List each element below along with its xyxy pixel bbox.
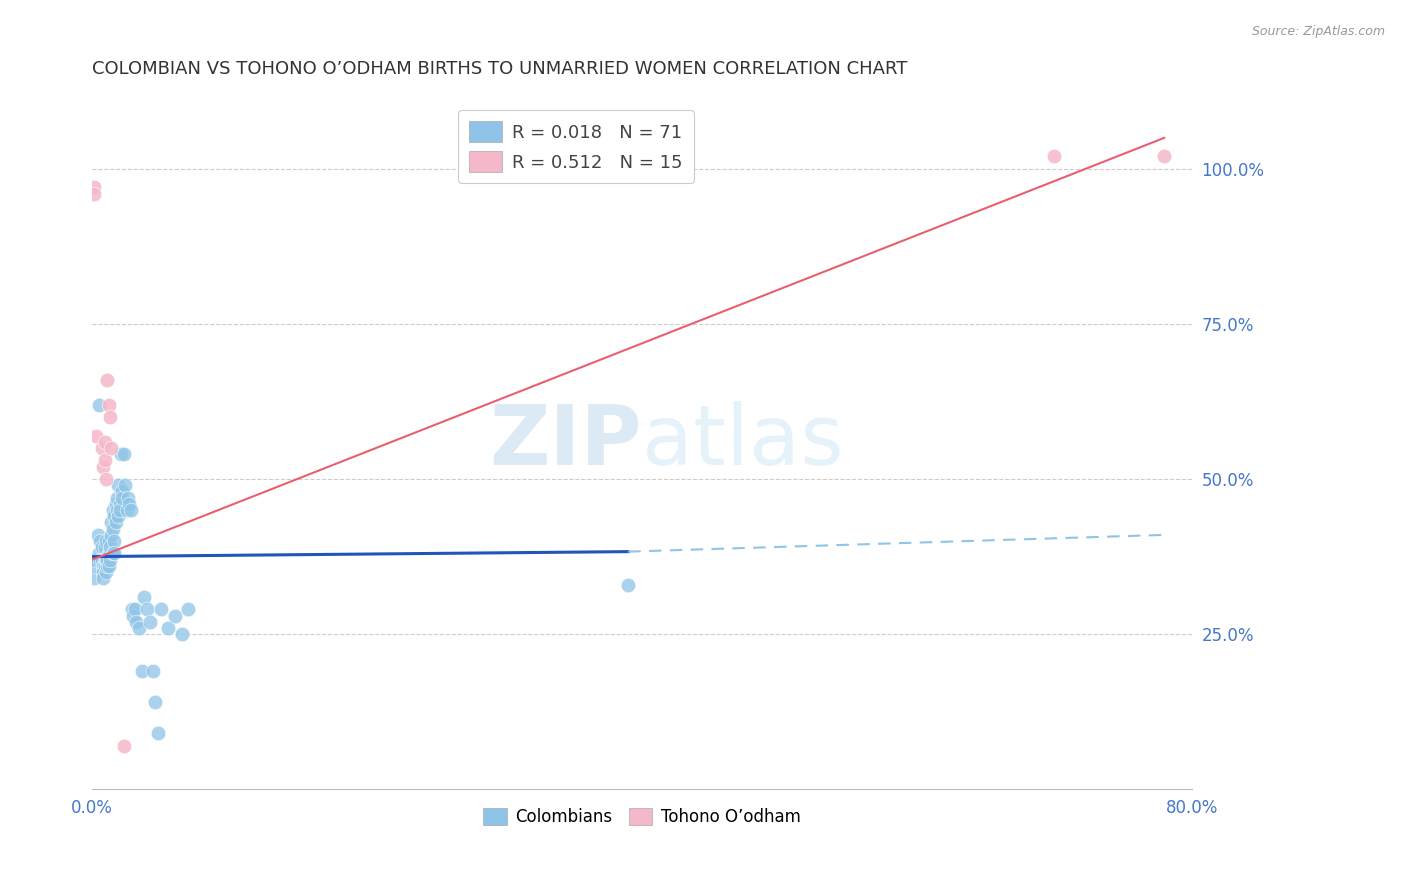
Point <box>84 558 107 573</box>
Point <box>86 528 108 542</box>
Point <box>134 590 156 604</box>
Point <box>100 516 122 530</box>
Point <box>107 478 129 492</box>
Point <box>128 621 150 635</box>
Point <box>111 484 134 499</box>
Point <box>177 602 200 616</box>
Point <box>115 503 138 517</box>
Point <box>90 541 112 555</box>
Point <box>98 552 121 566</box>
Point <box>94 472 117 486</box>
Point <box>100 528 122 542</box>
Point <box>108 503 131 517</box>
Point <box>105 503 128 517</box>
Point <box>131 665 153 679</box>
Point <box>93 558 115 573</box>
Point <box>89 552 111 566</box>
Point <box>98 410 121 425</box>
Point <box>124 602 146 616</box>
Point <box>1043 149 1066 163</box>
Point <box>142 665 165 679</box>
Point <box>103 534 125 549</box>
Point <box>121 602 143 616</box>
Point <box>93 434 115 449</box>
Point <box>125 615 148 629</box>
Point <box>97 558 120 573</box>
Point <box>111 491 134 505</box>
Point <box>108 497 131 511</box>
Point <box>96 552 118 566</box>
Point <box>101 547 124 561</box>
Point <box>93 541 115 555</box>
Point <box>107 509 129 524</box>
Point <box>103 509 125 524</box>
Point <box>1153 149 1175 163</box>
Text: ZIP: ZIP <box>489 401 643 483</box>
Point <box>97 398 120 412</box>
Point <box>84 552 107 566</box>
Point <box>104 497 127 511</box>
Point <box>83 180 105 194</box>
Point <box>112 739 135 753</box>
Point <box>122 608 145 623</box>
Point <box>89 534 111 549</box>
Point <box>97 534 120 549</box>
Point <box>101 522 124 536</box>
Point <box>83 552 105 566</box>
Point <box>139 615 162 629</box>
Point <box>105 491 128 505</box>
Point <box>90 552 112 566</box>
Point <box>156 621 179 635</box>
Point <box>110 447 132 461</box>
Point <box>83 571 105 585</box>
Point <box>96 373 118 387</box>
Point <box>163 608 186 623</box>
Point <box>91 571 114 585</box>
Point <box>91 459 114 474</box>
Point <box>100 441 122 455</box>
Point <box>87 547 110 561</box>
Point <box>98 547 121 561</box>
Point <box>91 565 114 579</box>
Point <box>84 428 107 442</box>
Point <box>617 577 640 591</box>
Point <box>104 516 127 530</box>
Point <box>101 503 124 517</box>
Point <box>118 497 141 511</box>
Point <box>97 547 120 561</box>
Text: atlas: atlas <box>643 401 844 483</box>
Point <box>94 565 117 579</box>
Point <box>117 491 139 505</box>
Point <box>91 558 114 573</box>
Point <box>83 186 105 201</box>
Legend: Colombians, Tohono O’odham: Colombians, Tohono O’odham <box>477 802 807 833</box>
Point <box>103 547 125 561</box>
Point <box>93 453 115 467</box>
Point <box>170 627 193 641</box>
Point <box>146 726 169 740</box>
Point <box>136 602 159 616</box>
Point <box>90 441 112 455</box>
Point <box>149 602 172 616</box>
Point <box>98 541 121 555</box>
Point <box>114 478 136 492</box>
Point <box>145 695 167 709</box>
Point <box>112 447 135 461</box>
Point <box>96 558 118 573</box>
Point <box>120 503 142 517</box>
Point <box>94 552 117 566</box>
Point <box>93 552 115 566</box>
Point <box>87 398 110 412</box>
Text: COLOMBIAN VS TOHONO O’ODHAM BIRTHS TO UNMARRIED WOMEN CORRELATION CHART: COLOMBIAN VS TOHONO O’ODHAM BIRTHS TO UN… <box>93 60 907 78</box>
Point <box>94 534 117 549</box>
Text: Source: ZipAtlas.com: Source: ZipAtlas.com <box>1251 25 1385 38</box>
